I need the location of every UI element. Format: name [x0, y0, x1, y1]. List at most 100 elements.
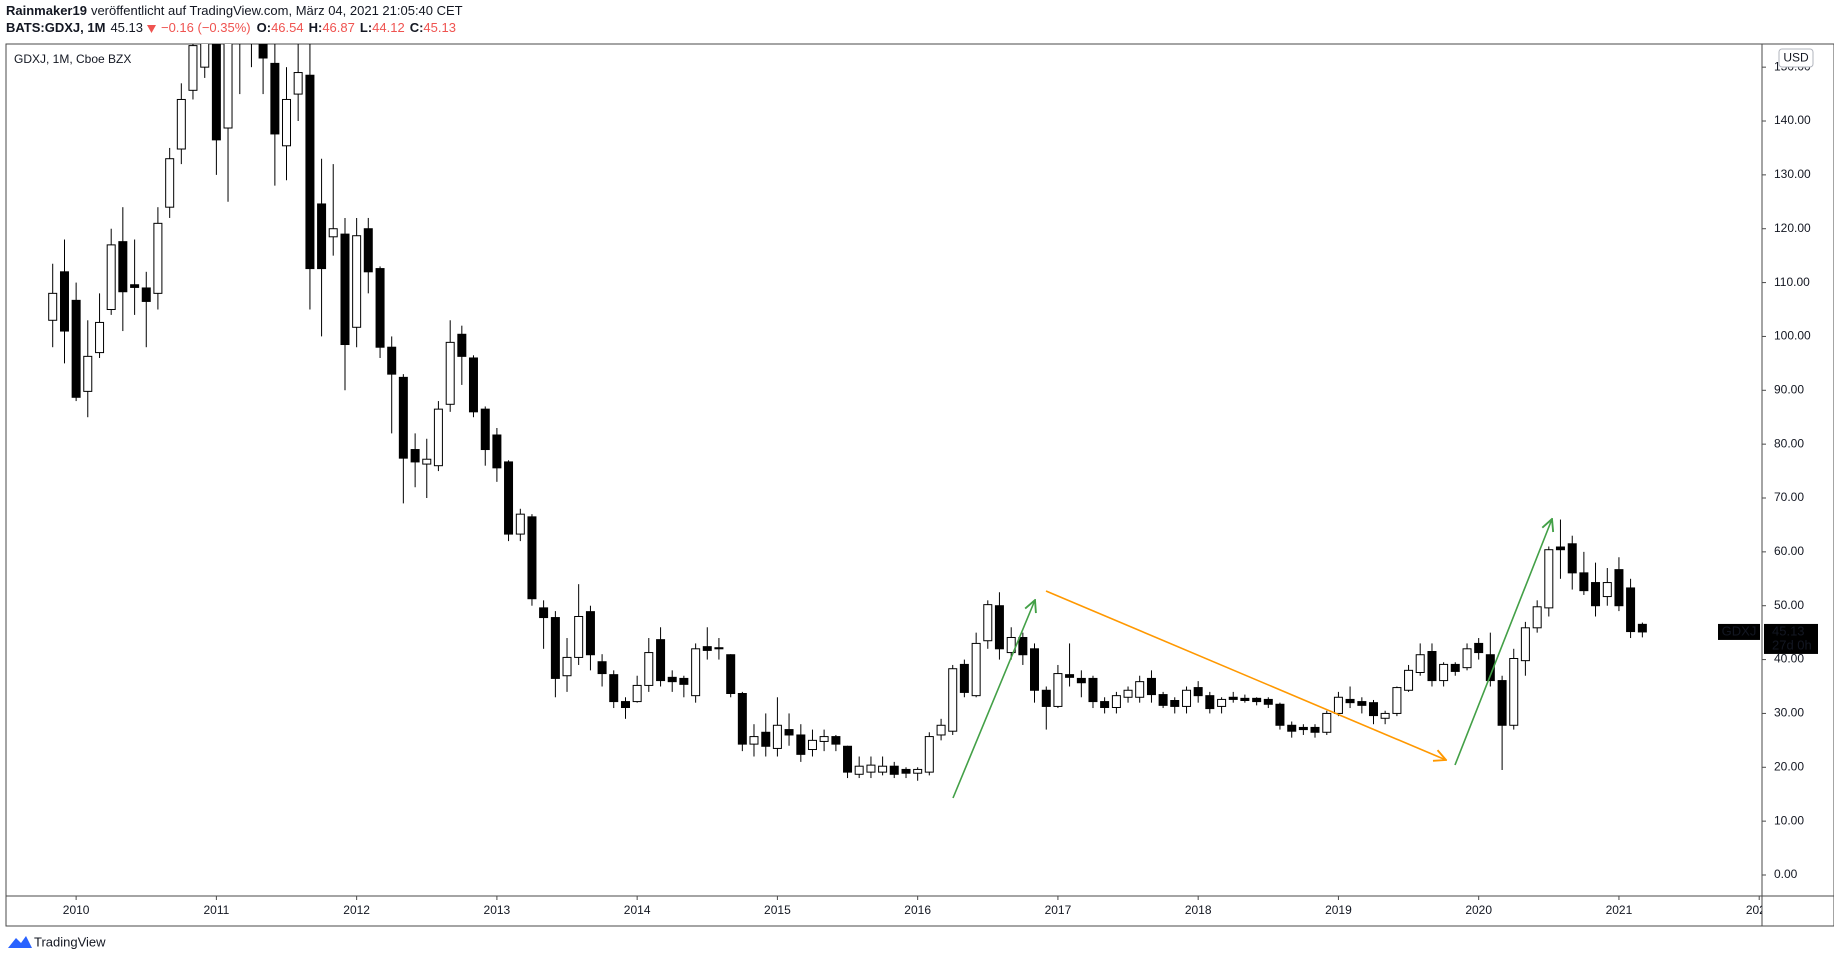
candle-body: [1439, 663, 1449, 682]
candle-body: [550, 617, 560, 679]
candle-body: [1637, 623, 1647, 633]
y-tick-label: 40.00: [1774, 652, 1804, 666]
candle-body: [468, 357, 478, 413]
x-tick-label: 2012: [343, 903, 370, 917]
y-tick-label: 100.00: [1774, 329, 1811, 343]
y-tick-label: 120.00: [1774, 221, 1811, 235]
close-value: 45.13: [423, 20, 456, 35]
candle-body: [831, 736, 841, 745]
candle-body: [1474, 642, 1484, 654]
candle-body: [971, 642, 981, 697]
candle-body: [188, 45, 198, 91]
candle-body: [48, 292, 58, 321]
candle-body: [1053, 673, 1063, 707]
candle-body: [574, 615, 584, 658]
candle-body: [854, 765, 864, 775]
candle-body: [1626, 587, 1636, 633]
candle-body: [1158, 694, 1168, 706]
candle-body: [737, 693, 747, 745]
candle-body: [375, 268, 385, 348]
candle-body: [1217, 698, 1227, 707]
candle-body: [1100, 701, 1110, 709]
candle-body: [936, 724, 946, 736]
candle-body: [305, 74, 315, 270]
candles: [48, 44, 1647, 781]
trend-arrow: [952, 600, 1035, 799]
candle-body: [258, 44, 268, 59]
candle-body: [644, 652, 654, 686]
candle-body: [994, 605, 1004, 650]
candle-body: [1404, 669, 1414, 691]
candle-body: [1345, 698, 1355, 704]
candle-body: [1205, 695, 1215, 710]
candle-body: [948, 668, 958, 732]
candle-body: [1182, 689, 1192, 707]
candle-body: [539, 607, 549, 619]
candle-body: [597, 661, 607, 675]
frame: [5, 43, 1834, 927]
low-value: 44.12: [372, 20, 405, 35]
candle-body: [515, 513, 525, 535]
price-tag-countdown: 27d 0h: [1772, 637, 1812, 652]
candle-body: [983, 604, 993, 642]
x-tick-label: 2016: [904, 903, 931, 917]
candle-body: [387, 346, 397, 375]
candle-body: [621, 701, 631, 709]
candle-body: [211, 44, 221, 141]
y-tick-label: 10.00: [1774, 813, 1804, 827]
candle-body: [679, 677, 689, 685]
y-tick-label: 60.00: [1774, 544, 1804, 558]
brand-name: TradingView: [34, 934, 106, 949]
x-tick-label: 2011: [203, 903, 229, 917]
candle-body: [1146, 677, 1156, 696]
symbol: BATS:GDXJ, 1M: [6, 20, 105, 35]
candle-body: [667, 676, 677, 683]
candle-body: [59, 271, 69, 332]
candle-body: [913, 768, 923, 774]
y-tick-label: 140.00: [1774, 113, 1811, 127]
candle-body: [176, 98, 186, 150]
y-tick-label: 30.00: [1774, 706, 1804, 720]
candle-body: [866, 764, 876, 773]
last-price: 45.13: [110, 20, 143, 35]
candle-body: [1567, 543, 1577, 574]
candle-body: [1310, 726, 1320, 733]
brand-logo: [8, 936, 32, 948]
candle-body: [562, 656, 572, 677]
high-value: 46.87: [322, 20, 355, 35]
candle-body: [153, 222, 163, 294]
candle-body: [270, 62, 280, 135]
candle-body: [1485, 654, 1495, 682]
candle-body: [1123, 689, 1133, 698]
candle-body: [1252, 697, 1262, 703]
candle-body: [1287, 724, 1297, 732]
trend-arrow: [1045, 590, 1446, 760]
candle-body: [1462, 648, 1472, 669]
candle-body: [1263, 698, 1273, 705]
candle-body: [340, 233, 350, 346]
candle-body: [632, 684, 642, 703]
candle-body: [317, 203, 327, 270]
candle-body: [410, 449, 420, 463]
candle-body: [761, 731, 771, 747]
open-label: O:: [257, 20, 271, 35]
candle-body: [1532, 606, 1542, 629]
candle-body: [702, 646, 712, 651]
candle-body: [141, 287, 151, 302]
y-tick-label: 50.00: [1774, 598, 1804, 612]
price-tag: [1764, 623, 1818, 654]
candle-body: [1228, 696, 1238, 700]
candle-body: [282, 98, 292, 147]
candle-body: [1333, 696, 1343, 714]
candle-body: [1614, 569, 1624, 607]
down-triangle: [146, 25, 156, 33]
price-tag-value: 45.13: [1772, 623, 1805, 638]
candle-body: [1088, 677, 1098, 703]
x-tick-label: 2015: [764, 903, 791, 917]
x-tick-label: 2021: [1606, 903, 1633, 917]
candle-body: [656, 639, 666, 682]
candle-body: [1392, 687, 1402, 714]
candle-body: [200, 44, 210, 68]
publish-line: Rainmaker19 veröffentlicht auf TradingVie…: [6, 3, 463, 18]
candle-body: [1298, 726, 1308, 731]
